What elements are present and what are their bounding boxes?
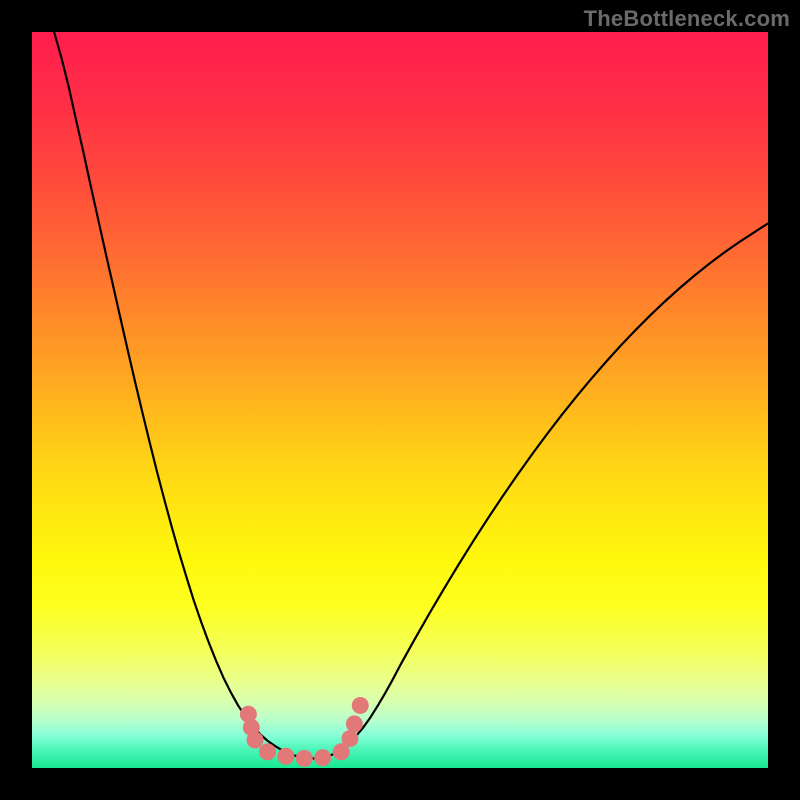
marker-dot: [314, 749, 331, 766]
chart-background: [32, 32, 768, 768]
marker-dot: [296, 750, 313, 767]
bottleneck-chart: [32, 32, 768, 768]
marker-dot: [352, 697, 369, 714]
marker-dot: [341, 730, 358, 747]
chart-container: [32, 32, 768, 768]
marker-dot: [277, 748, 294, 765]
marker-dot: [247, 732, 264, 749]
marker-dot: [259, 743, 276, 760]
watermark-text: TheBottleneck.com: [584, 6, 790, 32]
marker-dot: [346, 715, 363, 732]
